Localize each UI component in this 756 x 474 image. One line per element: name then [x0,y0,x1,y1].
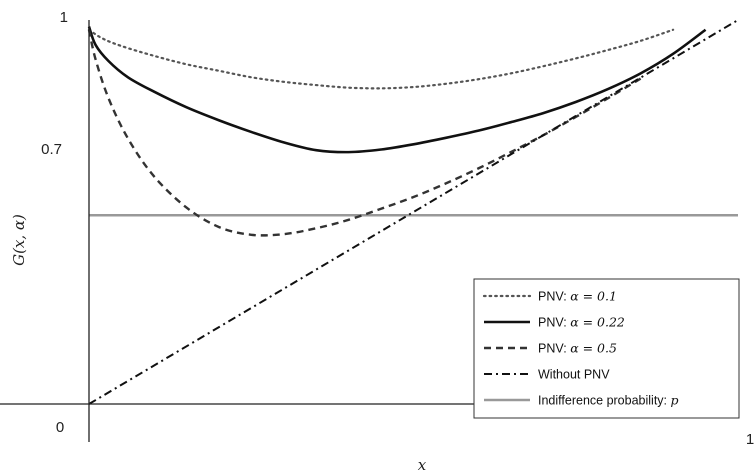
x-axis-label: x [418,456,427,474]
legend-entry-math-2: α = 0.5 [570,341,617,356]
y-tick-label-0.7: 0.7 [41,141,62,158]
legend-entry-prefix-3: Without PNV [538,368,610,382]
legend-entry-4: Indifference probability: p [538,393,679,408]
legend-entry-prefix-4: Indifference probability: [538,394,671,408]
legend-entry-prefix-0: PNV: [538,290,570,304]
series-line-2 [87,29,642,237]
legend-entry-2: PNV: α = 0.5 [538,341,617,356]
series-line-1 [87,26,707,154]
legend-entry-math-0: α = 0.1 [570,289,617,304]
legend-entry-prefix-2: PNV: [538,342,570,356]
legend-entry-1: PNV: α = 0.22 [538,315,625,330]
y-axis-label: G(x, α) [10,214,28,266]
legend-box [473,278,740,419]
legend-entry-math-1: α = 0.22 [570,315,625,330]
x-tick-label-0: 0 [56,419,64,436]
legend-entry-prefix-1: PNV: [538,316,570,330]
plot-area [87,19,739,405]
legend-entry-math-4: p [671,393,679,408]
legend-entry-0: PNV: α = 0.1 [538,289,617,304]
y-tick-label-1: 1 [60,9,68,26]
x-tick-label-1: 1 [746,431,754,448]
series-line-0 [87,28,675,90]
legend-entry-3: Without PNV [538,368,610,382]
